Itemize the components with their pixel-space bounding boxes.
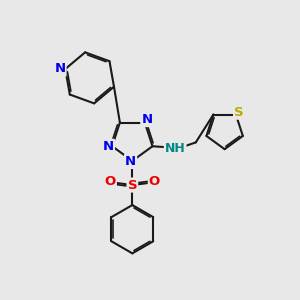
- Text: NH: NH: [165, 142, 185, 155]
- Text: N: N: [103, 140, 114, 153]
- Text: S: S: [128, 178, 137, 191]
- Text: N: N: [54, 62, 66, 76]
- Text: O: O: [105, 175, 116, 188]
- Text: S: S: [234, 106, 244, 119]
- Text: N: N: [125, 155, 136, 168]
- Text: N: N: [141, 113, 152, 126]
- Text: O: O: [149, 175, 160, 188]
